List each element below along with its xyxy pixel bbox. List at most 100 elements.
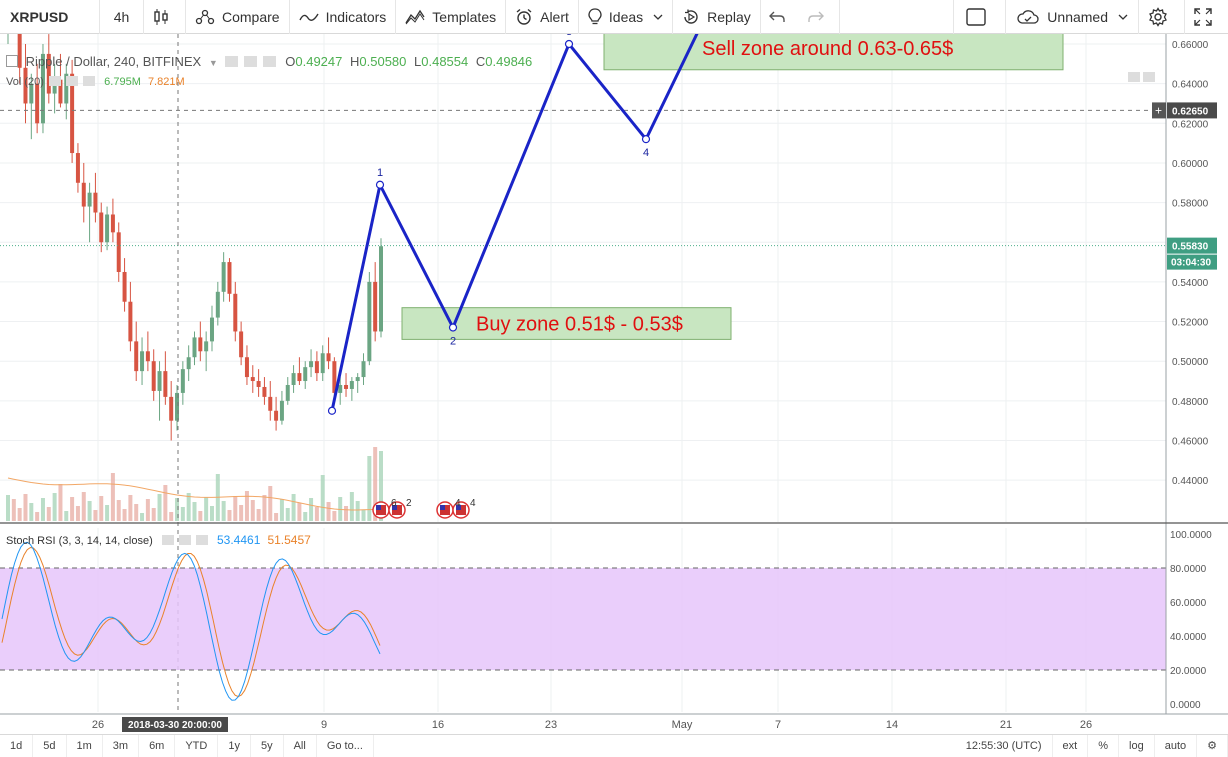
replay-button[interactable]: Replay [673,0,761,34]
alert-label: Alert [540,8,569,25]
volume-bar [285,508,290,521]
log-scale-toggle[interactable]: log [1119,735,1155,757]
volume-bar [221,501,226,521]
series-title[interactable]: Ripple / Dollar, 240, BITFINEX [25,54,202,69]
add-alert-button[interactable] [1152,102,1166,119]
volume-bar [46,507,51,521]
legend-collapse-icon[interactable] [6,55,18,67]
legend-caret-icon[interactable]: ▼ [208,58,218,68]
price-tick-label: 0.62000 [1172,119,1209,130]
volume-bar [227,510,232,521]
rsi-tick-label: 100.0000 [1170,530,1212,541]
range-1m[interactable]: 1m [67,734,103,757]
chevron-down-icon [1118,14,1128,20]
event-count-label: 4 [470,498,476,509]
volume-bar [355,501,360,521]
rsi-tick-label: 40.0000 [1170,632,1207,643]
fullscreen-button[interactable] [1185,0,1228,34]
volume-bar [169,512,174,521]
alert-button[interactable]: Alert [506,0,579,34]
candle-body [58,79,63,104]
symbol-search[interactable]: XRPUSD [0,0,100,34]
wave-point[interactable] [327,406,337,415]
buy-zone-label: Buy zone 0.51$ - 0.53$ [476,314,683,336]
redo-button[interactable] [800,0,840,34]
indicators-button[interactable]: Indicators [290,0,397,34]
range-all[interactable]: All [284,734,317,757]
range-5d[interactable]: 5d [33,734,67,757]
wave-projection-line[interactable] [330,34,716,412]
wave-point[interactable] [641,135,651,144]
legend-hide-icon[interactable] [244,56,257,67]
utc-clock[interactable]: 12:55:30 (UTC) [956,735,1053,757]
legend-settings-icon[interactable] [48,76,61,86]
economic-event-marker[interactable] [436,501,454,519]
range-1y[interactable]: 1y [218,734,251,757]
legend-hide-icon[interactable] [178,535,191,545]
scale-up-icon[interactable] [1143,72,1155,82]
legend-settings-icon[interactable] [161,535,174,545]
volume-bar [192,502,197,521]
replay-label: Replay [707,8,751,25]
legend-close-icon[interactable] [262,56,276,67]
price-tick-label: 0.50000 [1172,357,1209,368]
volume-bar [35,512,40,521]
candle-body [151,361,156,391]
range-1d[interactable]: 1d [0,734,34,757]
wave-point[interactable] [448,323,458,332]
compare-button[interactable]: Compare [186,0,290,34]
range-3m[interactable]: 3m [103,734,140,757]
candle-body [52,79,57,94]
wave-point[interactable] [375,180,385,189]
candle-body [87,192,92,207]
interval-selector[interactable]: 4h [100,0,144,34]
ideas-button[interactable]: Ideas [579,0,674,34]
layout-name-menu[interactable]: Unnamed [1006,0,1139,34]
candle-body [297,373,302,382]
candle-body [209,317,214,342]
candle-body [344,384,349,389]
chart-settings-icon[interactable]: ⚙ [1197,735,1228,757]
volume-bar [81,492,86,521]
fullscreen-layout-toggle[interactable] [953,0,1007,34]
candle-body [134,341,139,372]
templates-button[interactable]: Templates [396,0,507,34]
volume-bar [198,511,203,521]
wave-label-3: 3 [566,34,572,38]
economic-event-marker[interactable] [388,501,406,519]
goto-date-button[interactable]: Go to... [317,734,374,757]
range-6m[interactable]: 6m [139,734,176,757]
economic-event-marker[interactable] [372,501,390,519]
buy-zone-box[interactable] [401,307,732,340]
range-5y[interactable]: 5y [251,734,284,757]
range-ytd[interactable]: YTD [175,734,219,757]
low-value: 0.48554 [421,54,469,69]
price-tick-label: 0.66000 [1172,40,1209,51]
economic-event-marker[interactable] [452,501,470,519]
close-value: 0.49846 [485,54,533,69]
legend-hide-icon[interactable] [66,76,79,86]
undo-button[interactable] [761,0,800,34]
stoch-rsi-title[interactable]: Stoch RSI (3, 3, 14, 14, close) [6,535,153,547]
settings-button[interactable] [1139,0,1185,34]
wave-point[interactable] [564,39,574,49]
sell-zone-box[interactable] [603,34,1064,71]
legend-close-icon[interactable] [195,535,208,545]
chart-area[interactable]: Sell zone around 0.63-0.65$ Buy zone 0.51… [0,34,1228,734]
legend-close-icon[interactable] [83,76,96,86]
percent-scale-toggle[interactable]: % [1088,735,1120,757]
candle-body [355,377,360,382]
candle-body [157,371,162,391]
extended-hours-toggle[interactable]: ext [1053,735,1089,757]
sell-zone-label: Sell zone around 0.63-0.65$ [702,38,953,60]
candle-body [244,357,249,378]
chart-style-button[interactable] [144,0,186,34]
volume-bar [239,505,244,521]
chevron-down-icon [653,14,663,20]
scale-down-icon[interactable] [1128,72,1140,82]
volume-bar [105,505,110,521]
volume-value: 6.795M [104,76,141,88]
auto-scale-toggle[interactable]: auto [1155,735,1198,757]
legend-settings-icon[interactable] [225,56,239,67]
volume-title[interactable]: Vol (20) [6,76,44,88]
